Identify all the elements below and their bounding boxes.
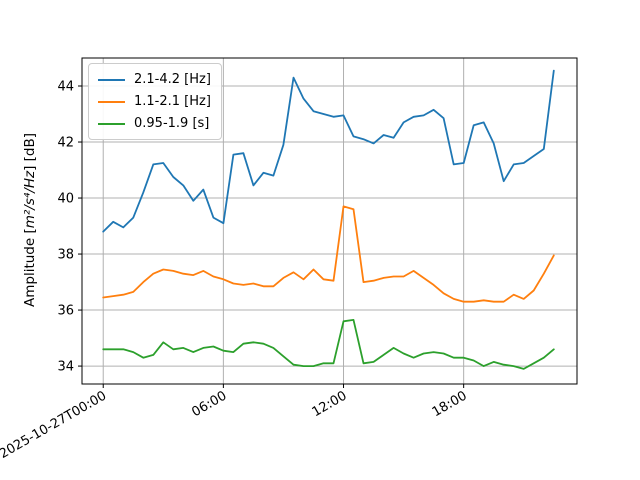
y-tick-label: 42 xyxy=(57,136,74,151)
y-axis-label-segment: m²/s⁴/Hz xyxy=(22,170,38,229)
y-axis-label-segment: ] [dB] xyxy=(22,132,38,171)
legend: 2.1-4.2 [Hz] 1.1-2.1 [Hz] 0.95-1.9 [s] xyxy=(88,63,222,140)
legend-item: 0.95-1.9 [s] xyxy=(98,115,211,132)
legend-label: 2.1-4.2 [Hz] xyxy=(134,72,211,87)
x-tick-label: 18:00 xyxy=(430,388,470,420)
legend-line-sample xyxy=(98,122,125,125)
x-tick-label: 06:00 xyxy=(189,388,229,420)
series-line-1 xyxy=(102,69,555,233)
y-tick-label: 36 xyxy=(57,304,74,319)
series-line-3 xyxy=(102,318,555,370)
axes-frame xyxy=(81,57,578,385)
y-axis-label: Amplitude [m²/s⁴/Hz] [dB] xyxy=(22,90,38,350)
legend-label: 1.1-2.1 [Hz] xyxy=(134,94,211,109)
y-tick-label: 40 xyxy=(57,192,74,207)
legend-label: 0.95-1.9 [s] xyxy=(134,116,210,131)
x-tick-label: 2025-10-27T00:00 xyxy=(0,388,109,461)
legend-item: 2.1-4.2 [Hz] xyxy=(98,71,211,88)
legend-line-sample xyxy=(98,100,125,103)
legend-line-sample xyxy=(98,78,125,81)
y-tick-label: 34 xyxy=(57,360,74,375)
x-tick-label: 12:00 xyxy=(310,388,350,420)
series-line-2 xyxy=(102,205,555,303)
y-tick-label: 38 xyxy=(57,248,74,263)
y-tick-label: 44 xyxy=(57,80,74,95)
y-axis-label-segment: Amplitude [ xyxy=(22,228,38,308)
legend-item: 1.1-2.1 [Hz] xyxy=(98,93,211,110)
